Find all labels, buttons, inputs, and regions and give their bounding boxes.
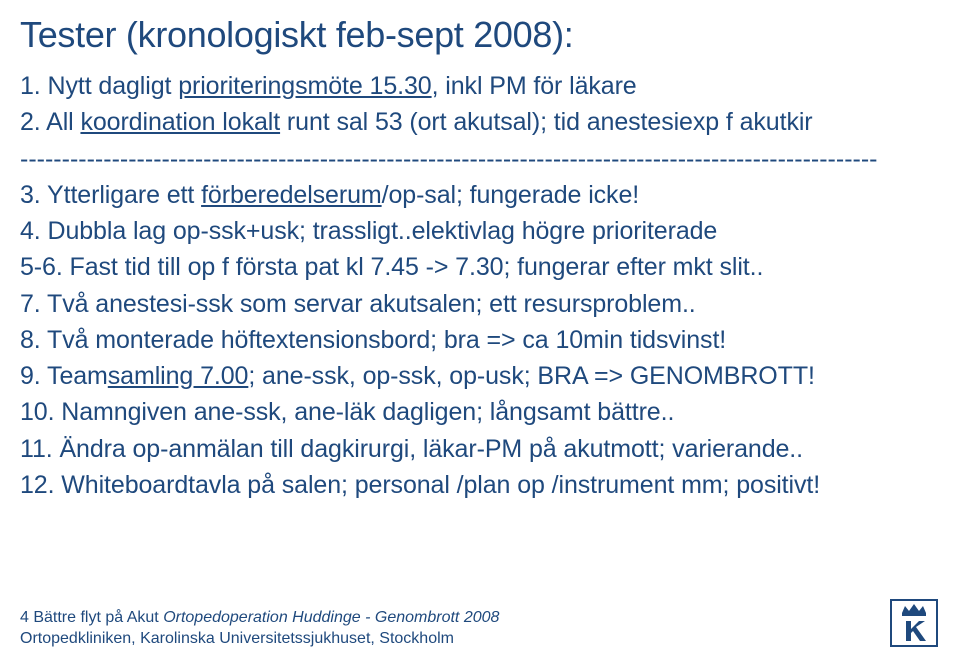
list-item: 5-6. Fast tid till op f första pat kl 7.… <box>20 249 940 285</box>
text: 2. All <box>20 108 80 136</box>
divider-line: ----------------------------------------… <box>20 141 940 177</box>
text-underline: samling 7.00 <box>108 362 249 390</box>
list-item: 3. Ytterligare ett förberedelserum/op-sa… <box>20 177 940 213</box>
crown-k-icon <box>890 599 938 647</box>
logo <box>890 599 938 652</box>
text-underline: koordination lokalt <box>80 108 280 136</box>
text: ; ane-ssk, op-ssk, op-usk; BRA => GENOMB… <box>248 362 815 390</box>
text: , inkl PM för läkare <box>432 72 637 100</box>
text-underline: prioriteringsmöte 15.30 <box>178 72 431 100</box>
footer-line: Ortopedkliniken, Karolinska Universitets… <box>20 629 499 650</box>
text: /op-sal; fungerade icke! <box>382 181 639 209</box>
list-item: 8. Två monterade höftextensionsbord; bra… <box>20 322 940 358</box>
footer-text: 4 Bättre flyt på Akut <box>20 609 163 626</box>
text-underline: förberedelserum <box>201 181 382 209</box>
slide-title: Tester (kronologiskt feb-sept 2008): <box>20 14 940 56</box>
list-item: 12. Whiteboardtavla på salen; personal /… <box>20 467 940 503</box>
list-item: 4. Dubbla lag op-ssk+usk; trassligt..ele… <box>20 213 940 249</box>
text: runt sal 53 (ort akutsal); tid anestesie… <box>280 108 812 136</box>
list-item: 1. Nytt dagligt prioriteringsmöte 15.30,… <box>20 68 940 104</box>
slide-content: Tester (kronologiskt feb-sept 2008): 1. … <box>0 0 960 503</box>
list-item: 11. Ändra op-anmälan till dagkirurgi, lä… <box>20 431 940 467</box>
text: 9. Team <box>20 362 108 390</box>
footer: 4 Bättre flyt på Akut Ortopedoperation H… <box>20 608 499 650</box>
list-item: 2. All koordination lokalt runt sal 53 (… <box>20 104 940 140</box>
text: 3. Ytterligare ett <box>20 181 201 209</box>
footer-line: 4 Bättre flyt på Akut Ortopedoperation H… <box>20 608 499 629</box>
text: 1. Nytt dagligt <box>20 72 178 100</box>
footer-text-italic: Ortopedoperation Huddinge - Genombrott 2… <box>163 609 499 626</box>
list-item: 7. Två anestesi-ssk som servar akutsalen… <box>20 286 940 322</box>
list-item: 9. Teamsamling 7.00; ane-ssk, op-ssk, op… <box>20 358 940 394</box>
list-item: 10. Namngiven ane-ssk, ane-läk dagligen;… <box>20 394 940 430</box>
